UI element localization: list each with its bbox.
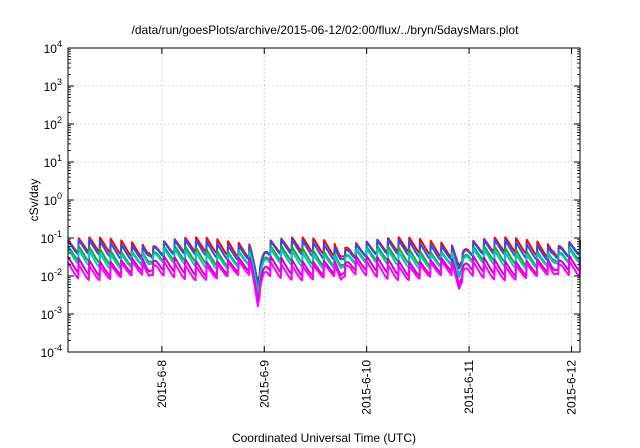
y-tick-exponent: -4 <box>54 343 62 353</box>
x-axis-ticks: 2015-6-8 2015-6-9 2015-6-10 2015-6-11 2015-6… <box>155 48 578 415</box>
chart-title: /data/run/goesPlots/archive/2015-06-12/0… <box>132 23 520 37</box>
series-line <box>67 236 581 285</box>
x-tick-label: 2015-6-12 <box>564 360 578 415</box>
series-line <box>67 259 581 308</box>
series-line <box>67 245 581 294</box>
y-tick-label: 10-4 <box>41 343 62 360</box>
y-tick-label: 104 <box>44 39 62 56</box>
series-line <box>67 255 581 303</box>
y-tick-base: 10 <box>41 270 55 284</box>
x-tick-label: 2015-6-8 <box>155 360 169 408</box>
y-tick-exponent: 3 <box>57 77 62 87</box>
y-tick-base: 10 <box>41 232 55 246</box>
x-tick-label: 2015-6-10 <box>360 360 374 415</box>
x-tick-label: 2015-6-9 <box>257 360 271 408</box>
y-tick-base: 10 <box>41 308 55 322</box>
y-axis-label: cSv/day <box>27 179 41 222</box>
series-line <box>67 238 581 287</box>
grid <box>68 48 580 352</box>
y-tick-exponent: -2 <box>54 267 62 277</box>
x-axis-label: Coordinated Universal Time (UTC) <box>232 431 416 445</box>
y-tick-base: 10 <box>44 42 58 56</box>
y-tick-label: 103 <box>44 77 62 94</box>
y-tick-label: 10-3 <box>41 305 62 322</box>
y-tick-label: 102 <box>44 115 62 132</box>
series-line <box>67 247 581 296</box>
y-tick-label: 100 <box>44 191 62 208</box>
y-tick-exponent: -3 <box>54 305 62 315</box>
y-tick-label: 10-2 <box>41 267 62 284</box>
y-tick-base: 10 <box>44 80 58 94</box>
y-tick-label: 101 <box>44 153 62 170</box>
y-tick-base: 10 <box>41 346 55 360</box>
y-tick-exponent: 2 <box>57 115 62 125</box>
y-tick-exponent: 1 <box>57 153 62 163</box>
y-tick-exponent: 4 <box>57 39 62 49</box>
y-tick-exponent: 0 <box>57 191 62 201</box>
series-lines <box>67 236 581 308</box>
x-tick-label: 2015-6-11 <box>462 360 476 414</box>
y-tick-exponent: -1 <box>54 229 62 239</box>
y-tick-base: 10 <box>44 156 58 170</box>
y-tick-base: 10 <box>44 194 58 208</box>
y-tick-label: 10-1 <box>41 229 62 246</box>
y-tick-base: 10 <box>44 118 58 132</box>
